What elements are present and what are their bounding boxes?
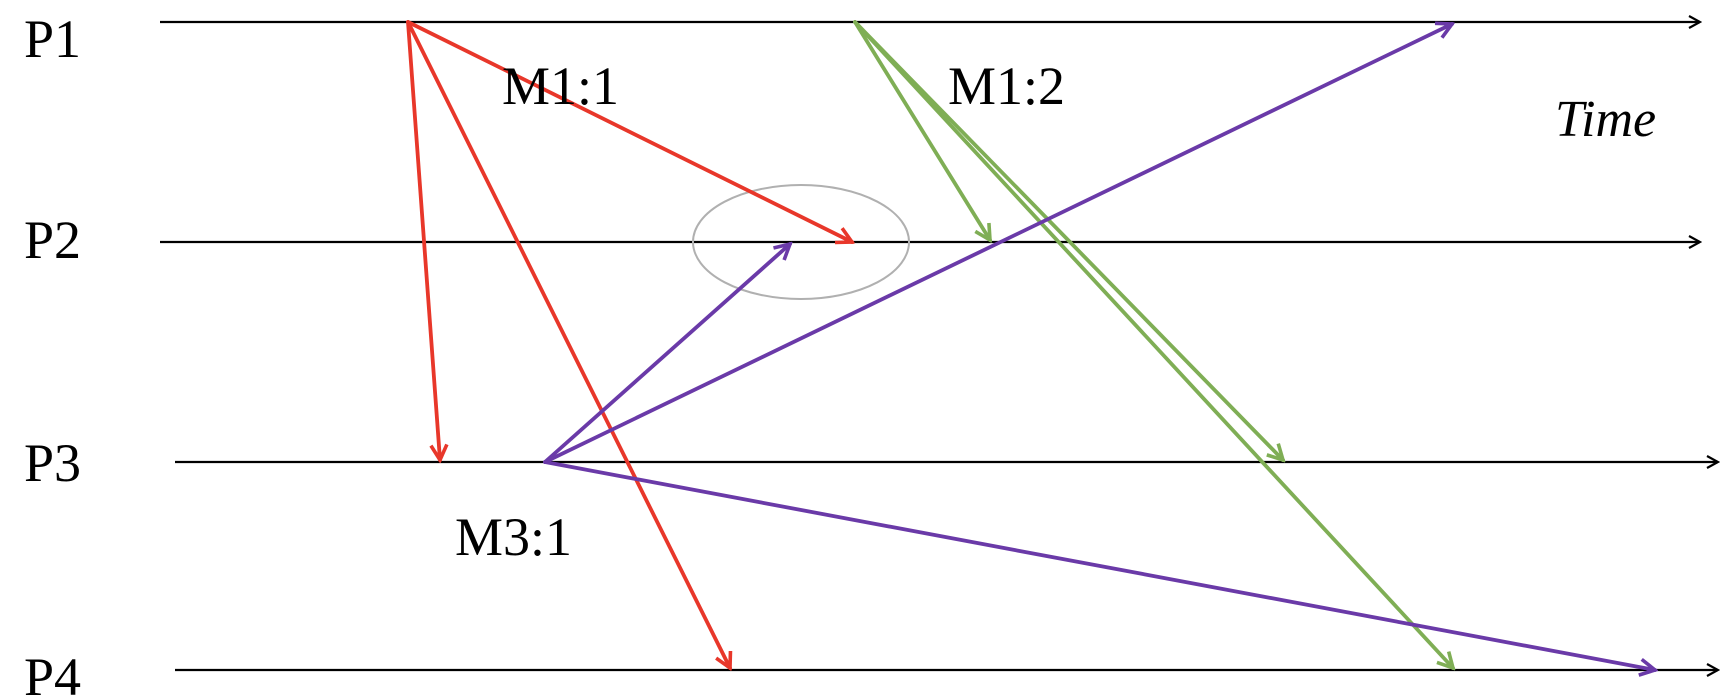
message-m1-1-to-p2: [406, 20, 852, 242]
process-label-p1: P1: [24, 9, 81, 69]
message-label-m1-2: M1:2: [948, 56, 1065, 116]
message-m3-1-to-p4: [543, 460, 1655, 670]
message-m1-2-to-p3: [853, 20, 1283, 460]
message-m3-1-to-p1: [543, 24, 1452, 464]
message-label-m3-1: M3:1: [455, 507, 572, 567]
process-label-p2: P2: [24, 210, 81, 270]
message-label-m1-1: M1:1: [502, 56, 619, 116]
message-m1-1-to-p4: [406, 20, 730, 668]
process-label-p3: P3: [24, 433, 81, 493]
message-m1-2-to-p4: [853, 20, 1453, 668]
message-m3-1-to-p2: [543, 244, 790, 464]
message-m1-1-to-p3: [406, 20, 440, 460]
concurrency-highlight-ellipse: [692, 184, 910, 300]
message-m1-2-to-p2: [853, 20, 990, 240]
process-label-p4: P4: [24, 647, 81, 700]
time-axis-label: Time: [1555, 91, 1656, 148]
